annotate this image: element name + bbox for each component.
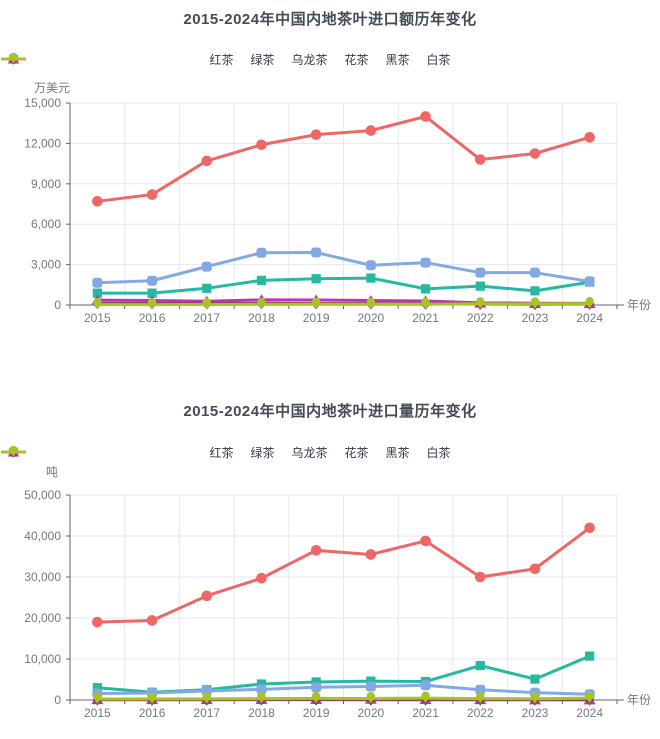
svg-text:2015: 2015 [84, 311, 111, 325]
svg-text:12,000: 12,000 [24, 136, 61, 150]
legend-item-green-tea[interactable]: 绿茶 [1, 51, 275, 68]
legend-label: 乌龙茶 [291, 445, 328, 460]
import-value-chart: 0 3,000 6,000 9,000 12,000 15,000 2015 2016 2017… [24, 81, 651, 325]
legend-item-oolong-tea[interactable]: 乌龙茶 [1, 51, 328, 68]
legend-item-white-tea[interactable]: 白茶 [1, 51, 451, 68]
svg-text:万美元: 万美元 [34, 81, 70, 95]
svg-text:40,000: 40,000 [24, 529, 61, 543]
svg-text:2018: 2018 [248, 311, 275, 325]
svg-text:2021: 2021 [412, 706, 439, 720]
svg-text:2017: 2017 [193, 311, 220, 325]
svg-text:2023: 2023 [522, 311, 549, 325]
svg-text:2020: 2020 [357, 706, 384, 720]
legend-label: 乌龙茶 [291, 52, 328, 67]
series-white-tea [93, 691, 594, 704]
legend-label: 白茶 [426, 52, 451, 67]
legend-label: 花茶 [344, 52, 369, 67]
legend-item-flower-tea[interactable]: 花茶 [1, 444, 369, 461]
axis-labels: 0 10,000 20,000 30,000 40,000 50,000 2015 2016 2… [24, 465, 651, 720]
svg-text:15,000: 15,000 [24, 96, 61, 110]
svg-text:2016: 2016 [139, 311, 166, 325]
svg-text:10,000: 10,000 [24, 652, 61, 666]
svg-text:6,000: 6,000 [31, 217, 61, 231]
import-value-chart-title: 2015-2024年中国内地茶叶进口额历年变化 [183, 11, 477, 28]
legend-label: 黑茶 [385, 52, 410, 67]
svg-text:2019: 2019 [303, 706, 330, 720]
legend-label: 花茶 [344, 445, 369, 460]
series-oolong-tea [92, 247, 595, 288]
svg-text:年份: 年份 [627, 298, 651, 312]
svg-text:2023: 2023 [522, 706, 549, 720]
svg-text:年份: 年份 [627, 693, 651, 707]
svg-text:吨: 吨 [46, 465, 58, 479]
legend-label: 红茶 [209, 445, 234, 460]
legend-label: 黑茶 [385, 445, 410, 460]
legend-item-green-tea[interactable]: 绿茶 [1, 444, 275, 461]
svg-text:50,000: 50,000 [24, 488, 61, 502]
svg-text:2021: 2021 [412, 311, 439, 325]
legend-item-dark-tea[interactable]: 黑茶 [1, 51, 410, 68]
import-volume-chart-legend: 红茶 绿茶 乌龙茶 花茶 黑茶 白茶 [0, 441, 660, 463]
legend-label: 红茶 [209, 52, 234, 67]
series-red-tea [92, 111, 595, 207]
svg-text:2016: 2016 [139, 706, 166, 720]
legend-item-red-tea[interactable]: 红茶 [1, 51, 234, 68]
legend-item-flower-tea[interactable]: 花茶 [1, 51, 369, 68]
import-value-chart-legend: 红茶 绿茶 乌龙茶 花茶 黑茶 白茶 [0, 48, 660, 70]
legend-item-oolong-tea[interactable]: 乌龙茶 [1, 444, 328, 461]
svg-text:9,000: 9,000 [31, 177, 61, 191]
legend-label: 白茶 [426, 445, 451, 460]
legend-item-white-tea[interactable]: 白茶 [1, 444, 451, 461]
grid-lines [70, 494, 618, 700]
white-tea-marker-icon [1, 52, 26, 64]
import-volume-chart-title: 2015-2024年中国内地茶叶进口量历年变化 [183, 403, 477, 420]
svg-text:20,000: 20,000 [24, 611, 61, 625]
svg-text:2024: 2024 [576, 706, 603, 720]
white-tea-marker-icon [1, 445, 26, 457]
legend-item-red-tea[interactable]: 红茶 [1, 444, 234, 461]
svg-text:2019: 2019 [303, 311, 330, 325]
svg-text:2022: 2022 [467, 706, 494, 720]
axes [66, 494, 624, 704]
axis-labels: 0 3,000 6,000 9,000 12,000 15,000 2015 2016 2017… [24, 81, 651, 325]
legend-item-dark-tea[interactable]: 黑茶 [1, 444, 410, 461]
svg-text:2018: 2018 [248, 706, 275, 720]
svg-text:30,000: 30,000 [24, 570, 61, 584]
legend-label: 绿茶 [250, 445, 275, 460]
svg-text:2017: 2017 [193, 706, 220, 720]
legend-label: 绿茶 [250, 52, 275, 67]
import-volume-chart: 0 10,000 20,000 30,000 40,000 50,000 2015 2016 2… [24, 465, 651, 720]
svg-text:2015: 2015 [84, 706, 111, 720]
svg-text:3,000: 3,000 [31, 258, 61, 272]
svg-text:2020: 2020 [357, 311, 384, 325]
svg-text:2022: 2022 [467, 311, 494, 325]
series-red-tea [92, 522, 595, 628]
svg-text:0: 0 [54, 298, 61, 312]
svg-text:2024: 2024 [576, 311, 603, 325]
svg-text:0: 0 [54, 693, 61, 707]
series-white-tea [93, 297, 594, 310]
